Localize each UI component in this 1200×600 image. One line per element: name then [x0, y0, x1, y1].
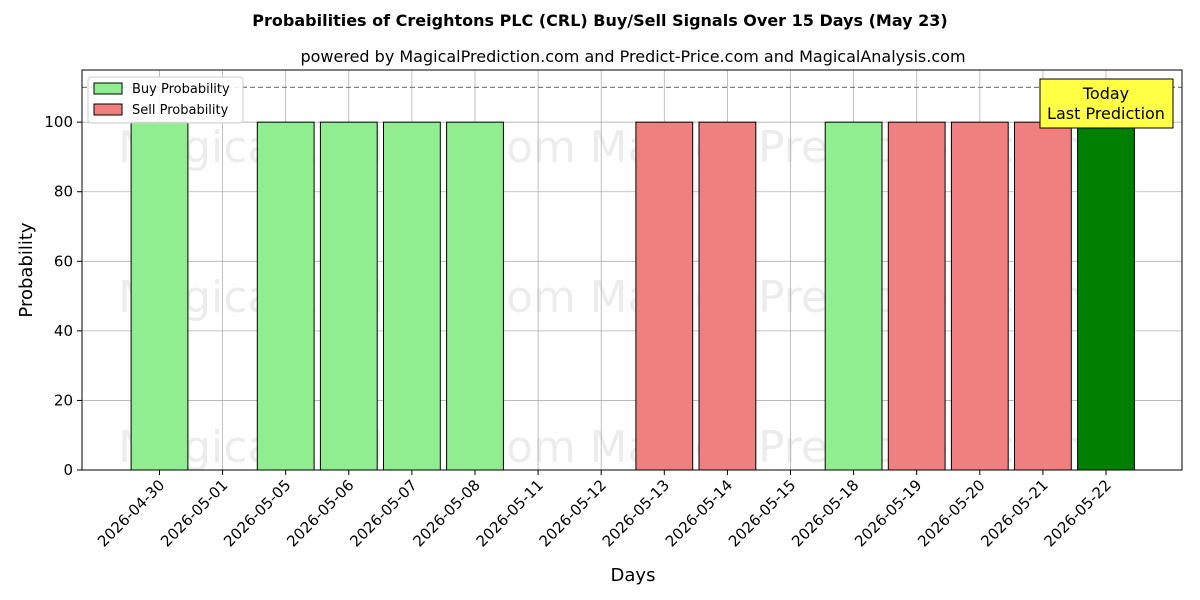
x-tick-label: 2026-05-18	[788, 476, 862, 550]
x-tick-label: 2026-05-14	[662, 476, 736, 550]
legend-swatch-sell	[93, 103, 123, 116]
sell-bar	[887, 121, 946, 471]
chart-title: Probabilities of Creightons PLC (CRL) Bu…	[252, 11, 947, 30]
buy-bar	[256, 121, 315, 471]
legend-swatch-buy	[93, 82, 123, 95]
sell-bar	[950, 121, 1009, 471]
x-tick-label: 2026-05-06	[283, 476, 357, 550]
buy-bar	[319, 121, 378, 471]
x-tick-label: 2026-05-08	[409, 476, 483, 550]
annotation-text: Last Prediction	[1047, 104, 1165, 123]
x-tick-label: 2026-05-22	[1040, 476, 1114, 550]
buy-bar	[130, 121, 189, 471]
sell-bar	[698, 121, 757, 471]
sell-bar	[635, 121, 694, 471]
bar-layer	[130, 121, 1135, 471]
x-tick-label: 2026-04-30	[94, 476, 168, 550]
x-tick-label: 2026-05-01	[157, 476, 231, 550]
x-tick-label: 2026-05-20	[914, 476, 988, 550]
buy-bar	[446, 121, 504, 471]
y-tick-label: 80	[54, 183, 73, 201]
x-tick-label: 2026-05-11	[473, 476, 547, 550]
legend: Buy Probability Sell Probability	[87, 76, 244, 124]
legend-label-buy: Buy Probability	[132, 82, 230, 97]
legend-box	[87, 76, 244, 124]
annotation-box	[1039, 78, 1174, 129]
today-bar	[1077, 121, 1135, 471]
sell-bar	[1014, 121, 1072, 471]
y-tick-label: 100	[44, 113, 73, 131]
y-tick-label: 40	[54, 322, 73, 340]
y-axis-label: Probability	[16, 222, 37, 317]
y-tick-label: 60	[54, 252, 73, 270]
x-axis-label: Days	[611, 565, 656, 586]
y-tick-label: 0	[63, 461, 73, 479]
x-tick-label: 2026-05-15	[725, 476, 799, 550]
x-tick-label: 2026-05-05	[220, 476, 294, 550]
x-tick-label: 2026-05-19	[851, 476, 925, 550]
legend-label-sell: Sell Probability	[132, 103, 229, 118]
x-tick-label: 2026-05-12	[536, 476, 610, 550]
plot-frame	[81, 69, 1183, 471]
buy-bar	[383, 121, 441, 471]
x-tick-label: 2026-05-13	[599, 476, 673, 550]
buy-bar	[824, 121, 883, 471]
x-tick-label: 2026-05-21	[977, 476, 1051, 550]
chart-subtitle: powered by MagicalPrediction.com and Pre…	[300, 47, 965, 66]
annotation-text: Today	[1082, 84, 1129, 103]
x-tick-label: 2026-05-07	[346, 476, 420, 550]
y-tick-label: 20	[54, 391, 73, 409]
